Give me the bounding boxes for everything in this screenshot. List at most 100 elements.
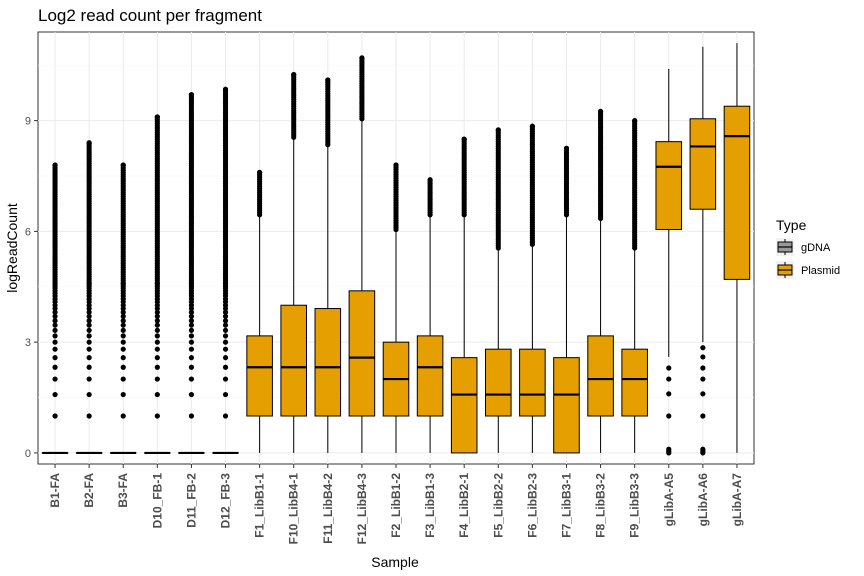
box-body (348, 290, 376, 417)
outlier-point (52, 413, 58, 419)
outlier-point (86, 333, 92, 339)
legend-item-Plasmid: Plasmid (776, 261, 840, 279)
outlier-point (666, 391, 672, 397)
box-F4_LibB2-1 (450, 136, 478, 454)
x-tick-label: F6_LibB2-3 (525, 473, 539, 538)
outlier-point (666, 413, 672, 419)
outlier-point (427, 177, 433, 183)
outlier-point (154, 114, 160, 120)
box-F9_LibB3-3 (621, 118, 648, 453)
outlier-point (222, 313, 229, 319)
y-tick-label: 6 (25, 226, 31, 238)
outlier-point (86, 364, 92, 370)
outlier-point (700, 365, 706, 371)
box-B1-FA (41, 162, 69, 455)
outlier-point (222, 376, 229, 382)
outlier-point (222, 309, 229, 315)
outlier-point (188, 355, 195, 361)
outlier-point (188, 391, 195, 398)
boxes-layer (41, 43, 751, 456)
outlier-point (188, 413, 195, 419)
outlier-point (154, 346, 160, 352)
outlier-point (666, 446, 672, 452)
outlier-point (393, 162, 399, 168)
outlier-point (86, 327, 92, 333)
x-tick-label: F4_LibB2-1 (457, 473, 471, 538)
x-tick-label: gLibA-A5 (662, 473, 676, 527)
box-body (519, 348, 546, 417)
outlier-point (222, 364, 229, 370)
outlier-point (86, 140, 92, 146)
box-body (416, 335, 444, 417)
chart-title: Log2 read count per fragment (38, 6, 262, 25)
outlier-point (86, 322, 92, 328)
outlier-point (188, 339, 195, 345)
outlier-point (52, 355, 58, 361)
outlier-point (86, 309, 92, 315)
legend-item-gDNA: gDNA (776, 238, 831, 256)
outlier-point (700, 345, 706, 351)
outlier-point (52, 318, 58, 324)
outlier-point (222, 355, 229, 361)
outlier-point (700, 354, 706, 360)
outlier-point (188, 309, 195, 315)
outlier-point (700, 413, 706, 419)
box-F8_LibB3-2 (587, 108, 614, 453)
outlier-point (291, 71, 297, 78)
outlier-point (52, 376, 58, 382)
outlier-point (86, 318, 92, 324)
outlier-point (529, 123, 535, 129)
outlier-point (86, 355, 92, 361)
outlier-point (188, 327, 195, 333)
outlier-point (495, 127, 501, 133)
box-F1_LibB1-1 (246, 169, 273, 453)
x-tick-label: F9_LibB3-3 (628, 473, 642, 538)
x-tick-label: gLibA-A6 (696, 473, 710, 527)
box-F7_LibB3-1 (553, 145, 580, 454)
x-tick-label: F3_LibB1-3 (423, 473, 437, 538)
box-F3_LibB1-3 (416, 177, 444, 453)
outlier-point (632, 118, 638, 124)
outlier-point (188, 364, 195, 370)
box-F5_LibB2-2 (485, 127, 512, 453)
box-gLibA-A5 (655, 68, 683, 456)
box-body (280, 304, 307, 417)
outlier-point (154, 413, 160, 419)
x-axis: B1-FA B2-FA B3-FA D10_FB-1 D11_FB-2 D12_FB-3 F… (48, 464, 744, 544)
outlier-point (154, 309, 160, 315)
outlier-point (52, 327, 58, 333)
outlier-point (120, 309, 126, 315)
outlier-point (325, 77, 331, 83)
outlier-point (86, 313, 92, 319)
outlier-point (359, 55, 365, 61)
box-F10_LibB4-1 (280, 71, 307, 453)
outlier-point (666, 376, 672, 382)
x-tick-label: F8_LibB3-2 (594, 473, 608, 538)
legend-label: Plasmid (801, 265, 840, 277)
x-tick-label: F11_LibB4-2 (321, 473, 335, 544)
box-D11_FB-2 (178, 92, 205, 455)
outlier-point (120, 333, 126, 339)
outlier-point (154, 376, 160, 382)
outlier-point (222, 413, 229, 419)
box-F2_LibB1-2 (382, 162, 410, 453)
outlier-point (120, 413, 126, 419)
outlier-point (188, 333, 195, 339)
box-body (621, 348, 648, 417)
box-body (450, 357, 478, 454)
x-tick-label: D10_FB-1 (150, 473, 164, 529)
outlier-point (700, 446, 706, 452)
x-tick-label: D12_FB-3 (219, 473, 233, 529)
outlier-point (257, 169, 263, 175)
outlier-point (86, 346, 92, 352)
x-tick-label: gLibA-A7 (730, 473, 744, 527)
outlier-point (222, 333, 229, 339)
box-gLibA-A7 (723, 43, 751, 453)
outlier-point (222, 339, 229, 345)
x-tick-label: F7_LibB3-1 (559, 473, 573, 538)
outlier-point (52, 339, 58, 345)
outlier-point (120, 364, 126, 370)
outlier-point (154, 318, 160, 324)
legend-title: Type (776, 217, 807, 233)
